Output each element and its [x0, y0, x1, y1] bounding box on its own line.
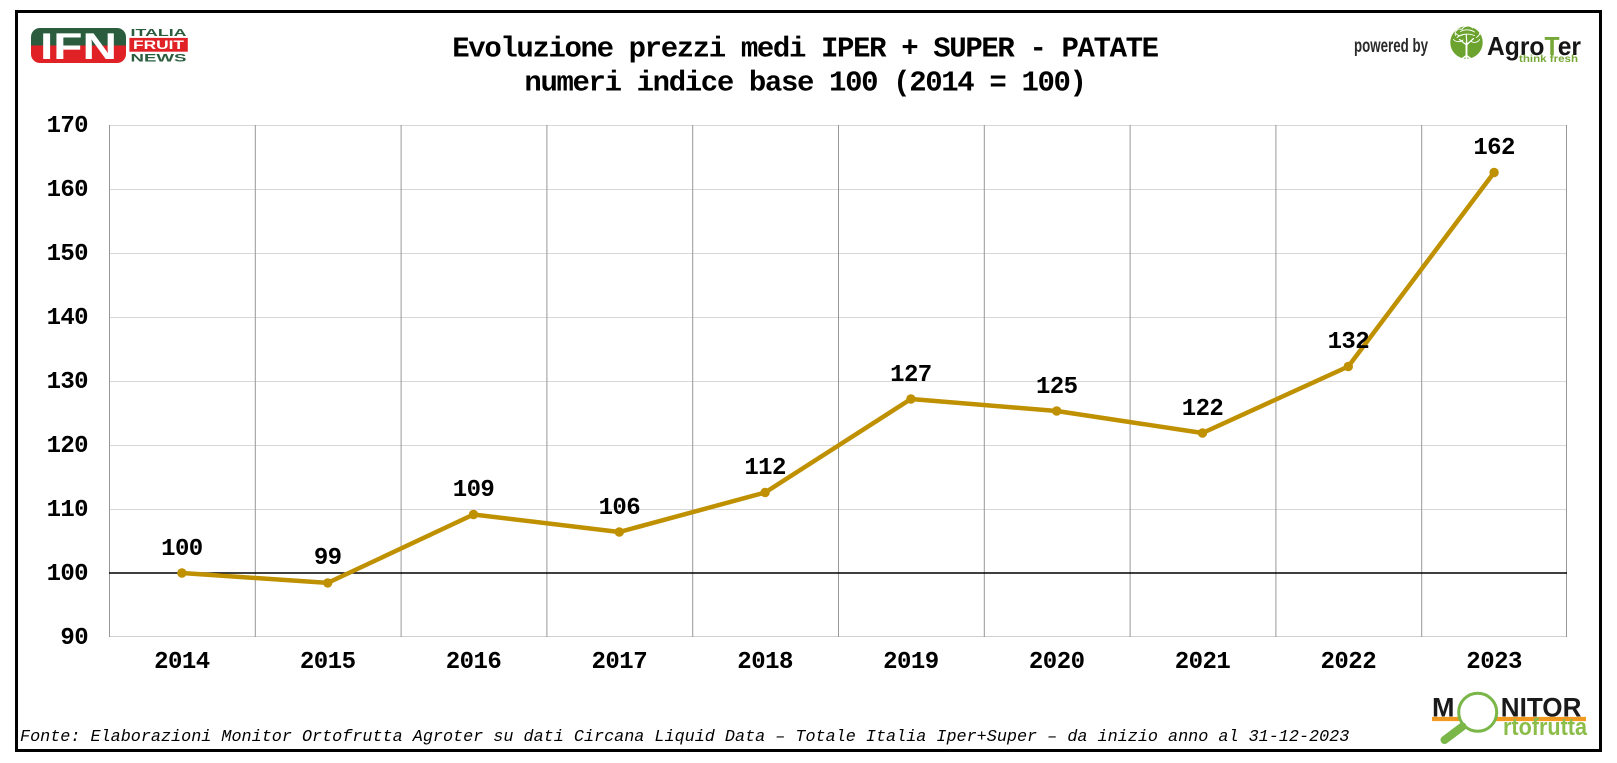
svg-text:IFN: IFN: [40, 27, 117, 65]
svg-text:rtofrutta: rtofrutta: [1503, 714, 1588, 741]
svg-text:think fresh: think fresh: [1519, 54, 1578, 65]
svg-text:powered by: powered by: [1354, 36, 1428, 57]
svg-text:FRUIT: FRUIT: [133, 38, 185, 52]
svg-text:M: M: [1432, 693, 1455, 723]
svg-text:NEWS: NEWS: [131, 53, 187, 65]
svg-text:AgroTer: AgroTer: [1487, 31, 1581, 61]
svg-text:ITALIA: ITALIA: [131, 28, 187, 39]
svg-text:NITOR: NITOR: [1501, 693, 1582, 723]
